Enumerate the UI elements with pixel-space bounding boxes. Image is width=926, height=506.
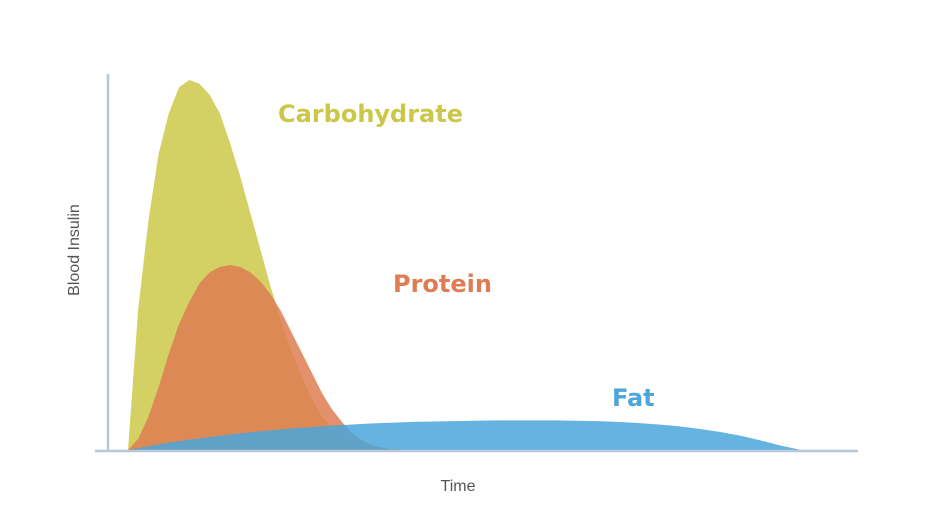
protein-series-label: Protein bbox=[393, 270, 492, 298]
x-axis-title: Time bbox=[441, 478, 476, 495]
fat-area bbox=[128, 420, 802, 450]
y-axis-title: Blood Insulin bbox=[66, 204, 83, 296]
chart-areas bbox=[128, 80, 802, 450]
carbohydrate-series-label: Carbohydrate bbox=[278, 100, 463, 128]
fat-series-label: Fat bbox=[612, 384, 655, 412]
protein-area bbox=[128, 265, 434, 450]
